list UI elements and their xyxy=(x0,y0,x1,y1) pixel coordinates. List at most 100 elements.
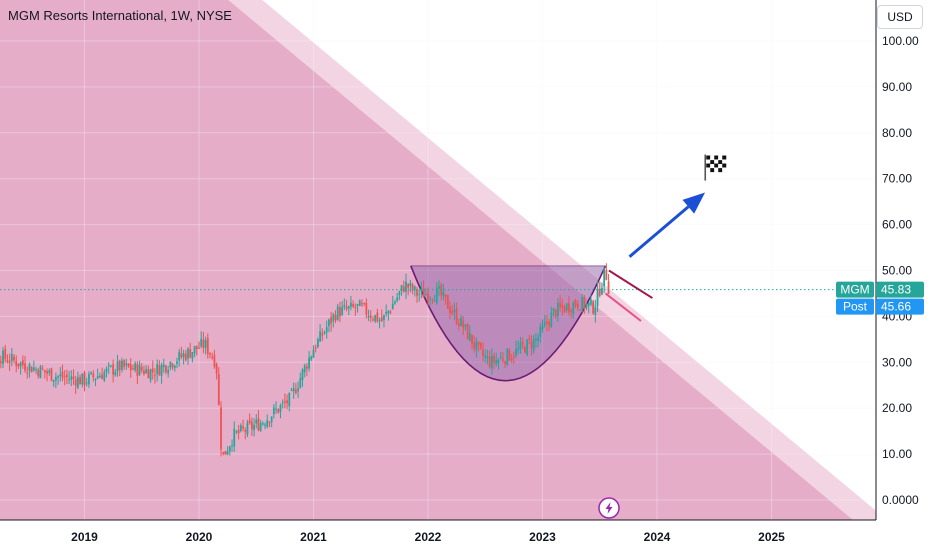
x-tick-label: 2023 xyxy=(529,530,556,544)
candle xyxy=(418,289,421,302)
flag-square xyxy=(710,168,715,173)
candle-body xyxy=(530,341,533,348)
candle-body xyxy=(497,359,500,363)
candle-body xyxy=(239,425,242,431)
candle-body xyxy=(180,353,183,357)
candle xyxy=(204,336,207,355)
candle-body xyxy=(495,360,498,365)
candle xyxy=(182,349,185,365)
candle-body xyxy=(409,283,412,286)
candle xyxy=(460,314,462,327)
candle xyxy=(257,410,260,432)
candle xyxy=(572,300,575,319)
y-tick-label: 50.00 xyxy=(882,264,912,278)
candle xyxy=(504,360,506,369)
candle-body xyxy=(554,309,557,317)
candle xyxy=(444,294,447,305)
candle xyxy=(85,377,88,387)
post-price-tag-label-bg xyxy=(836,298,874,315)
candle xyxy=(272,404,275,419)
candle-body xyxy=(63,376,66,378)
candle xyxy=(30,366,33,373)
candle-body xyxy=(385,311,388,314)
candle-body xyxy=(281,402,284,404)
last-price-tag-value-bg xyxy=(876,281,924,298)
lightning-icon[interactable] xyxy=(598,497,620,519)
candle xyxy=(519,336,522,354)
y-tick-label: 90.00 xyxy=(882,80,912,94)
candle-body xyxy=(310,356,313,360)
candle-body xyxy=(39,366,42,379)
candle-body xyxy=(471,334,473,345)
candle xyxy=(587,302,590,314)
candle-body xyxy=(559,302,562,308)
flag-square xyxy=(718,168,723,173)
candle-body xyxy=(101,374,104,380)
candle-body xyxy=(581,296,584,311)
candle xyxy=(132,364,134,371)
candle-body xyxy=(343,304,346,307)
candle-body xyxy=(220,407,222,450)
candle-body xyxy=(537,337,539,341)
candle-body xyxy=(154,375,156,377)
candle-body xyxy=(380,317,383,322)
candle xyxy=(123,359,126,370)
candle xyxy=(248,413,251,425)
candle-body xyxy=(488,356,491,367)
candle xyxy=(268,421,271,428)
candle-body xyxy=(374,314,377,322)
candle-body xyxy=(182,353,185,358)
candle-body xyxy=(297,388,299,392)
candle-body xyxy=(341,306,344,316)
candle-body xyxy=(601,288,603,295)
currency-button[interactable]: USD xyxy=(877,5,923,29)
candle xyxy=(607,273,610,294)
candle-body xyxy=(233,428,236,447)
flag-square xyxy=(710,160,715,165)
y-tick-label: 20.00 xyxy=(882,401,912,415)
candle-body xyxy=(10,354,13,361)
candle-body xyxy=(603,267,606,287)
candle-body xyxy=(512,356,515,358)
candle-body xyxy=(28,364,31,371)
candle-body xyxy=(594,307,597,315)
candle xyxy=(202,332,205,354)
candle-body xyxy=(72,376,75,379)
candle-body xyxy=(299,378,302,388)
candle-body xyxy=(438,286,440,289)
candle-body xyxy=(268,421,271,423)
candle-body xyxy=(118,360,121,371)
candle-body xyxy=(407,283,410,288)
flag-square xyxy=(706,163,711,168)
y-tick-label: 10.00 xyxy=(882,447,912,461)
candle xyxy=(281,399,284,409)
candle xyxy=(347,305,350,316)
candle xyxy=(65,369,68,385)
candle-body xyxy=(255,419,258,424)
candle-body xyxy=(460,318,462,327)
candle-body xyxy=(94,378,97,380)
candle-body xyxy=(504,361,506,364)
candle xyxy=(345,299,348,312)
candle xyxy=(299,372,302,389)
candle-body xyxy=(26,372,29,374)
candle-body xyxy=(449,307,451,314)
candle-body xyxy=(361,303,363,305)
candle xyxy=(57,375,59,385)
candle xyxy=(396,293,399,303)
candle xyxy=(305,362,308,377)
candle xyxy=(107,362,110,374)
candle xyxy=(515,340,517,358)
candle-body xyxy=(136,364,139,376)
candle xyxy=(127,363,130,368)
candle xyxy=(389,309,392,315)
candle-body xyxy=(50,368,53,381)
candle-body xyxy=(433,300,436,302)
candle-body xyxy=(193,346,196,354)
candle-body xyxy=(598,288,601,296)
candle xyxy=(79,374,81,385)
candle-body xyxy=(37,369,40,377)
candle-body xyxy=(568,303,570,313)
candle xyxy=(339,302,341,323)
